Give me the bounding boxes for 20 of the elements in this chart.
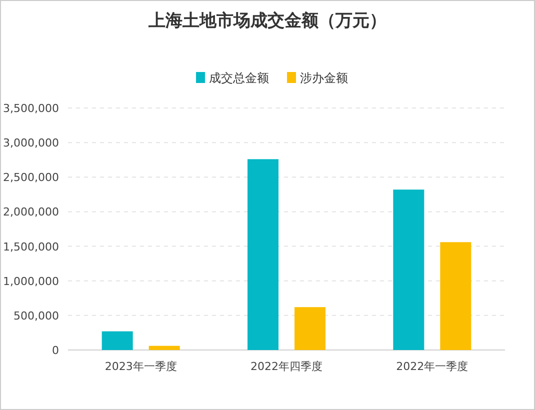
bar [440,242,472,350]
legend-label: 成交总金额 [209,71,269,85]
y-tick-label: 2,000,000 [3,206,59,219]
y-tick-label: 500,000 [14,309,59,322]
y-tick-label: 3,500,000 [3,102,59,115]
chart-title: 上海土地市场成交金额（万元） [148,11,386,31]
x-tick-label: 2023年一季度 [104,360,177,373]
x-tick-label: 2022年一季度 [396,360,468,373]
x-tick-label: 2022年四季度 [250,360,322,373]
bar [294,307,326,350]
y-tick-label: 2,500,000 [3,171,59,184]
bar [393,190,424,350]
bar [102,331,133,350]
y-tick-label: 3,000,000 [3,136,59,150]
y-tick-label: 0 [52,344,59,357]
y-tick-label: 1,500,000 [3,240,59,254]
legend-label: 涉办金额 [300,71,348,85]
bar [148,346,180,350]
y-tick-label: 1,000,000 [3,274,59,288]
bar [248,159,278,350]
